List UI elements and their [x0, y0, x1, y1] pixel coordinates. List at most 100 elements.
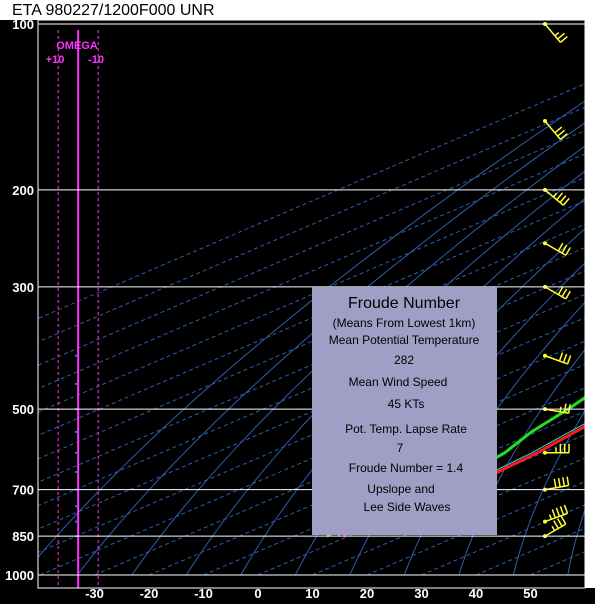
isotherm-line	[39, 340, 585, 576]
wind-barb-flag	[557, 242, 564, 252]
wind-barb-dot	[543, 241, 547, 246]
isotherm-line	[38, 317, 585, 554]
info-line-lee-side-waves: Lee Side Waves	[364, 500, 451, 514]
wind-barb-dot	[543, 353, 547, 358]
pressure-tick-label: 850	[12, 529, 34, 544]
wind-barb-flag	[565, 247, 571, 256]
wind-barb-dot	[543, 119, 547, 124]
wind-barb-staff	[544, 242, 567, 256]
wind-barb-flag	[560, 515, 567, 525]
axis-layer: 100 200 300 500 700 850 1000 -30 -20 -10 0 10 20 30 40…	[5, 17, 586, 601]
wind-barb-flag	[562, 477, 566, 487]
wind-barb-staff	[544, 408, 569, 415]
froude-info-box: Froude Number (Means From Lowest 1km) Me…	[312, 287, 497, 535]
wind-barb-flag	[557, 477, 561, 488]
plot-frame	[37, 19, 586, 589]
isotherm-line	[366, 480, 585, 576]
wind-barb-flag	[566, 355, 572, 365]
wind-barb	[543, 284, 571, 300]
info-line-mean-pot-temp-value: 282	[394, 353, 414, 367]
info-line-mean-wind-label: Mean Wind Speed	[349, 375, 448, 389]
wind-barbs	[543, 22, 572, 539]
temperature-tick-label: -20	[140, 586, 159, 601]
temperature-tick-label: 20	[360, 586, 374, 601]
wind-barb-flag	[552, 192, 558, 198]
left-margin	[0, 20, 38, 604]
info-line-mean-pot-temp-label: Mean Potential Temperature	[329, 333, 480, 347]
temperature-tick-label: 30	[414, 586, 428, 601]
omega-plus-label: +10	[46, 54, 65, 66]
isotherm-line	[38, 83, 585, 320]
omega-legend: OMEGA +10 -10	[46, 40, 104, 66]
pressure-tick-label: 300	[12, 280, 34, 295]
plot-background	[38, 20, 585, 588]
wind-barb	[543, 515, 567, 539]
wind-barb	[543, 119, 568, 140]
wind-barb	[543, 352, 572, 365]
info-box-background	[312, 287, 497, 535]
isotherm-line	[38, 106, 585, 343]
info-box-title: Froude Number	[348, 295, 461, 312]
omega-layer	[57, 30, 99, 588]
temperature-tick-label: 0	[254, 586, 261, 601]
wind-barb-flag	[551, 525, 556, 531]
info-line-froude-number: Froude Number = 1.4	[349, 461, 464, 475]
wind-barb-flag	[563, 504, 569, 514]
wind-barb-flag	[557, 129, 566, 137]
wind-barb-flag	[562, 353, 568, 363]
wind-barb-flag	[556, 518, 563, 527]
wind-barb-flag	[556, 192, 564, 201]
info-line-means-lowest-1km: (Means From Lowest 1km)	[333, 316, 476, 330]
wind-barb-dot	[543, 519, 547, 524]
pressure-tick-label: 500	[12, 402, 34, 417]
isotherm-line	[38, 293, 585, 530]
wind-barb-flag	[558, 352, 564, 362]
wind-barb	[543, 187, 570, 206]
pressure-tick-label: 100	[12, 17, 34, 32]
pressure-tick-label: 200	[12, 183, 34, 198]
wind-barb-flag	[561, 244, 568, 254]
wind-barb-staff	[544, 512, 568, 523]
wind-barb-flag	[555, 507, 561, 517]
wind-barb-flag	[554, 126, 563, 134]
wind-barb-flag	[548, 514, 553, 520]
omega-label: OMEGA	[56, 40, 98, 52]
wind-barb-flag	[551, 509, 557, 519]
info-line-upslope: Upslope and	[367, 482, 434, 496]
wind-barb-flag	[566, 476, 570, 486]
temperature-tick-label: -10	[194, 586, 213, 601]
wind-barb	[543, 443, 570, 455]
temperature-tick-label: 40	[469, 586, 483, 601]
isotherm-line	[312, 457, 585, 576]
wind-barb-staff	[544, 120, 562, 140]
isotherm-line	[94, 363, 585, 576]
wind-barb-flag	[559, 195, 567, 203]
wind-barb-flag	[557, 286, 564, 295]
isotherm-line	[38, 270, 585, 507]
wind-barb-flag	[557, 32, 566, 40]
temperature-tick-label: 50	[523, 586, 537, 601]
bottom-margin	[0, 588, 595, 604]
wind-barb	[543, 504, 569, 524]
wind-barb-flag	[553, 478, 557, 488]
temperature-tick-label: 10	[305, 586, 319, 601]
wind-barb-flag	[559, 133, 568, 140]
wind-barb-staff	[544, 355, 568, 365]
chart-title: ETA 980227/1200F000 UNR	[12, 2, 215, 19]
wind-barb-flag	[561, 288, 568, 298]
pressure-tick-label: 1000	[5, 568, 34, 583]
wind-barb-staff	[544, 23, 562, 43]
wind-barb-flag	[563, 403, 567, 413]
wind-barb-flag	[565, 290, 571, 300]
wind-barb-flag	[553, 520, 559, 529]
wind-barb-dot	[543, 450, 547, 455]
wind-barb-flag	[562, 197, 570, 206]
wind-barb-flag	[559, 36, 568, 43]
info-line-mean-wind-value: 45 KTs	[388, 397, 425, 411]
omega-minus-label: -10	[88, 54, 104, 66]
info-line-lapse-rate-value: 7	[397, 441, 404, 455]
wind-barb-flag	[554, 31, 560, 37]
pressure-tick-label: 700	[12, 483, 34, 498]
wind-barb-flag	[559, 506, 565, 516]
